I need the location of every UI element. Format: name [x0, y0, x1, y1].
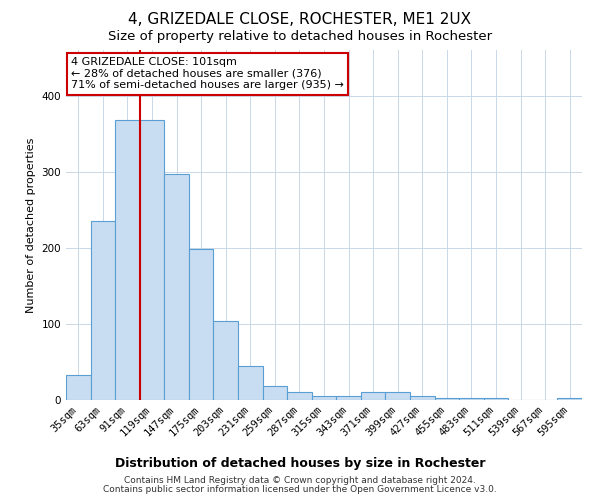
Bar — [91, 221, 115, 400]
Bar — [287, 392, 312, 400]
Bar — [66, 375, 91, 400]
Bar — [189, 250, 214, 400]
Bar — [484, 398, 508, 400]
Bar — [312, 396, 336, 400]
Text: Contains HM Land Registry data © Crown copyright and database right 2024.: Contains HM Land Registry data © Crown c… — [124, 476, 476, 485]
Bar — [434, 398, 459, 400]
Bar — [410, 396, 434, 400]
Text: 4, GRIZEDALE CLOSE, ROCHESTER, ME1 2UX: 4, GRIZEDALE CLOSE, ROCHESTER, ME1 2UX — [128, 12, 472, 28]
Bar — [336, 396, 361, 400]
Bar — [140, 120, 164, 400]
Bar — [557, 398, 582, 400]
Bar — [115, 120, 140, 400]
Bar — [361, 392, 385, 400]
Text: Contains public sector information licensed under the Open Government Licence v3: Contains public sector information licen… — [103, 485, 497, 494]
Bar — [214, 321, 238, 400]
Text: 4 GRIZEDALE CLOSE: 101sqm
← 28% of detached houses are smaller (376)
71% of semi: 4 GRIZEDALE CLOSE: 101sqm ← 28% of detac… — [71, 57, 344, 90]
Y-axis label: Number of detached properties: Number of detached properties — [26, 138, 36, 312]
Bar — [263, 386, 287, 400]
Bar — [238, 366, 263, 400]
Text: Distribution of detached houses by size in Rochester: Distribution of detached houses by size … — [115, 458, 485, 470]
Bar — [459, 398, 484, 400]
Text: Size of property relative to detached houses in Rochester: Size of property relative to detached ho… — [108, 30, 492, 43]
Bar — [385, 392, 410, 400]
Bar — [164, 174, 189, 400]
